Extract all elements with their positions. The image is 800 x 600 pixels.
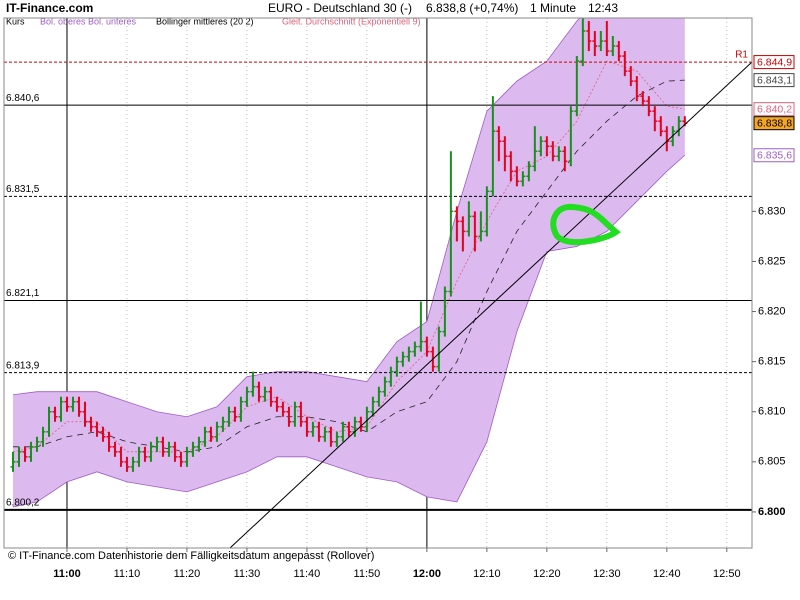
plot-frame xyxy=(3,17,753,549)
x-tick-label: 12:10 xyxy=(473,568,501,580)
value-box-label: 6.844,9 xyxy=(757,56,792,68)
x-tick-label: 12:20 xyxy=(533,568,561,580)
y-tick-label: 6.805 xyxy=(758,456,786,468)
x-tick-label: 11:10 xyxy=(114,568,141,580)
x-tick-label: 11:20 xyxy=(174,568,201,580)
level-label: R1 xyxy=(735,50,748,61)
ema-line xyxy=(12,60,685,453)
value-box xyxy=(753,148,795,163)
legend-ema: Gleit. Durchschnitt (Exponentiell 9) xyxy=(282,16,421,26)
annotation-circle xyxy=(550,203,621,246)
band-area xyxy=(12,18,685,507)
x-tick-label: 12:50 xyxy=(713,568,741,580)
x-tick-label: 11:00 xyxy=(53,568,81,580)
band-mid xyxy=(12,79,685,453)
level-label: 6.821,1 xyxy=(6,288,40,299)
y-tick-label: 6.820 xyxy=(758,305,786,317)
value-box-label: 6.838,8 xyxy=(757,117,792,129)
value-box xyxy=(753,102,795,117)
legend-mid: Bollinger mittleres (20 2) xyxy=(156,16,254,26)
trend-line xyxy=(229,61,753,549)
x-tick-label: 12:40 xyxy=(653,568,681,580)
time: 12:43 xyxy=(588,1,618,15)
footer: © IT-Finance.com Datenhistorie dem Fälli… xyxy=(8,550,374,562)
site-name: IT-Finance.com xyxy=(6,1,93,15)
last-price: 6.838,8 (+0,74%) xyxy=(426,1,518,15)
band-upper xyxy=(12,18,581,418)
chart-title: EURO - Deutschland 30 (-) xyxy=(268,1,412,15)
value-box-label: 6.835,6 xyxy=(757,150,792,162)
y-tick-label: 6.800 xyxy=(758,506,786,518)
y-tick-label: 6.825 xyxy=(758,255,786,267)
legend-band: Bol. oberes Bol. unteres xyxy=(40,16,137,26)
x-tick-label: 11:30 xyxy=(234,568,261,580)
value-box-label: 6.840,2 xyxy=(757,103,792,115)
x-tick-label: 11:40 xyxy=(294,568,321,580)
value-box-label: 6.843,1 xyxy=(757,74,792,86)
level-label: 6.831,5 xyxy=(6,184,40,195)
interval: 1 Minute xyxy=(530,1,576,15)
x-tick-label: 11:50 xyxy=(354,568,381,580)
value-box xyxy=(753,116,795,131)
value-box xyxy=(753,55,795,70)
y-tick-label: 6.830 xyxy=(758,205,786,217)
y-tick-label: 6.810 xyxy=(758,406,786,418)
y-tick-label: 6.815 xyxy=(758,356,786,368)
level-label: 6.840,6 xyxy=(6,93,40,104)
x-tick-label: 12:00 xyxy=(413,568,441,580)
plot-area xyxy=(4,18,752,548)
legend-price: Kurs xyxy=(6,16,25,26)
x-tick-label: 12:30 xyxy=(593,568,621,580)
value-box xyxy=(753,73,795,88)
level-label: 6.813,9 xyxy=(6,360,40,371)
level-label: 6.800,2 xyxy=(6,498,40,509)
